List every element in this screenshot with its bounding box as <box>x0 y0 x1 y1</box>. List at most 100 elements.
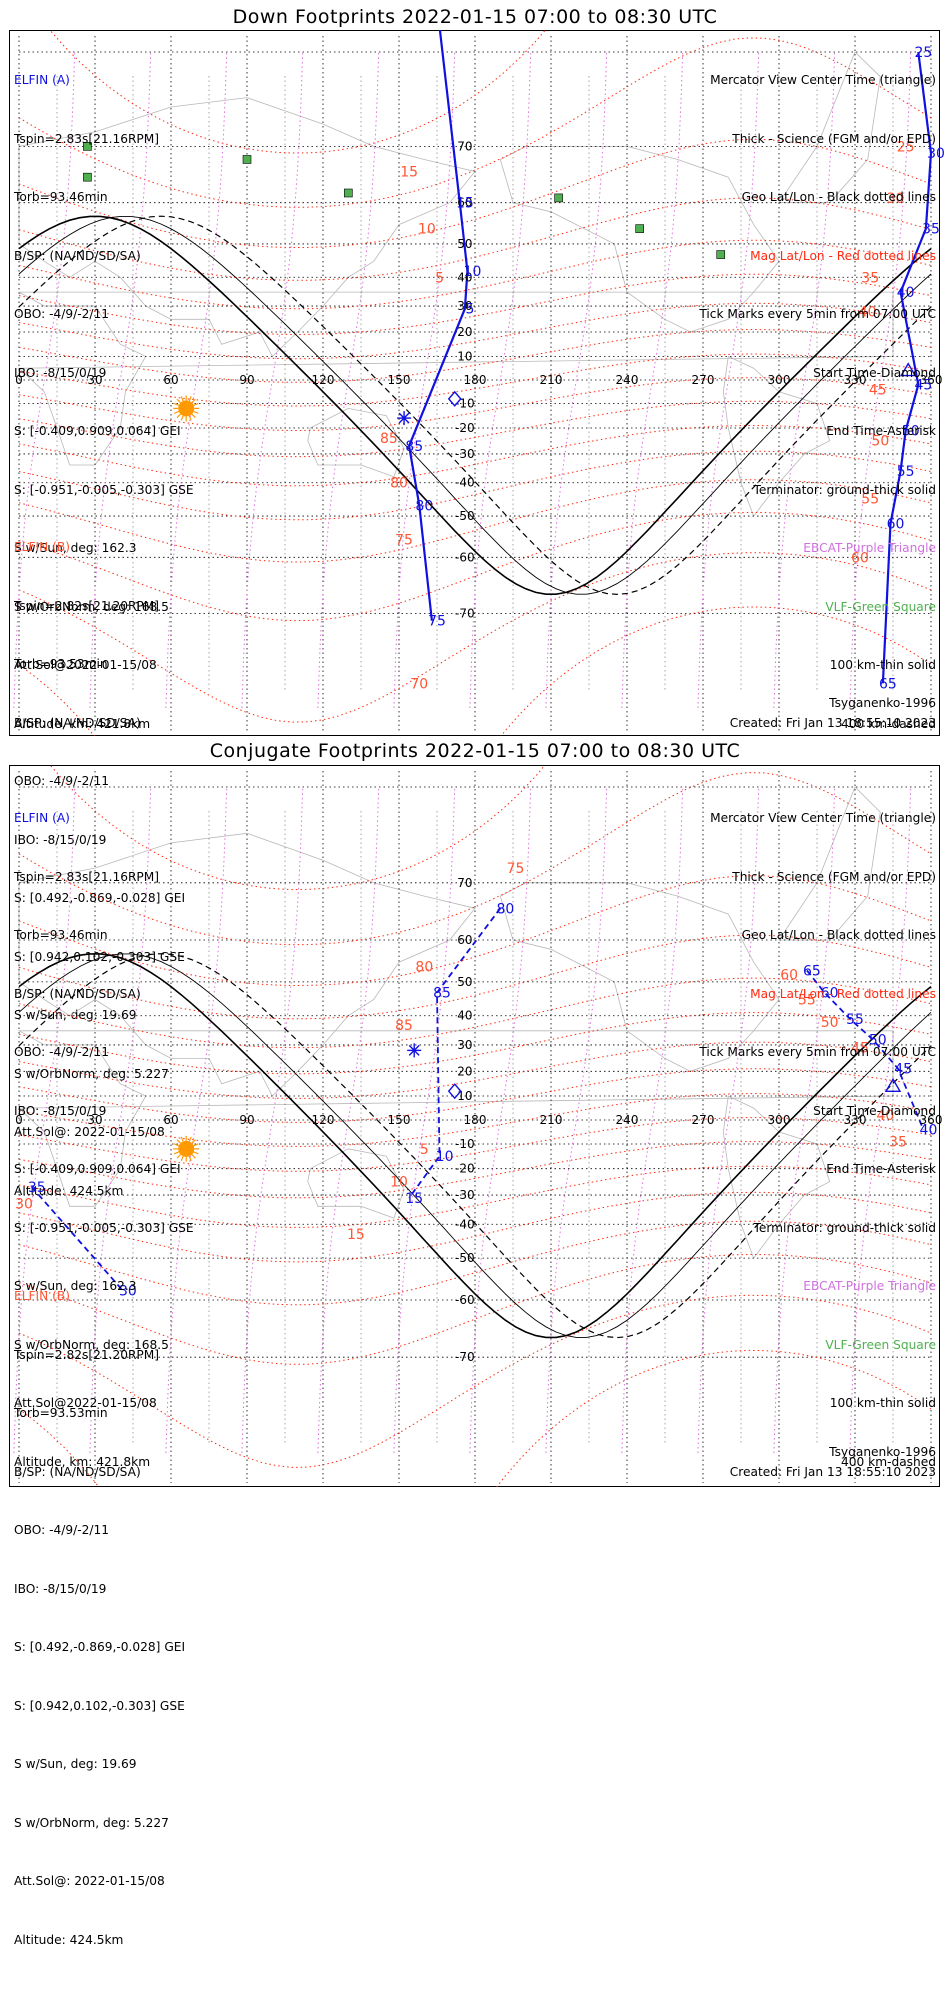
track-markers <box>407 1043 902 1100</box>
elfin-b-tick-label: 30 <box>15 1196 33 1212</box>
elfin-b-line: Altitude: 424.5km <box>14 1932 124 1947</box>
elfin-b-line: Torb=93.53min <box>14 1406 108 1420</box>
legend-item: 100 km-thin solid <box>829 1396 936 1410</box>
elfin-b-line: Torb=93.53min <box>14 657 108 671</box>
lon-tick-label: 360 <box>920 1113 943 1127</box>
elfin-b-tick-label: 25 <box>897 139 915 155</box>
lon-tick-label: 210 <box>540 373 563 387</box>
elfin-a-line: Torb=93.46min <box>14 190 108 204</box>
elfin-a-tick-label: 80 <box>496 901 514 917</box>
elfin-a-line: B/SP: (NA/ND/SD/SA) <box>14 248 141 263</box>
elfin-a-tick-label: 55 <box>897 464 915 480</box>
elfin-b-line: Tspin=2.82s[21.20RPM] <box>14 1347 160 1362</box>
legend-item: Terminator: ground-thick solid <box>753 482 936 497</box>
terminator-line <box>18 953 932 1339</box>
elfin-a-tick-label: 45 <box>894 1062 912 1078</box>
legend-item: Start Time-Diamond <box>813 1103 936 1118</box>
vlf-station-icon <box>554 193 563 203</box>
legend-item: Thick - Science (FGM and/or EPD) <box>732 869 936 884</box>
legend-item: 400 km-dashed <box>841 716 936 731</box>
lat-tick-label: -60 <box>455 1293 475 1307</box>
elfin-b-line: IBO: -8/15/0/19 <box>14 832 107 847</box>
lat-tick-label: -20 <box>455 421 475 435</box>
legend-item: Mag Lat/Lon - Red dotted lines <box>750 986 936 1001</box>
lon-tick-label: 240 <box>616 373 639 387</box>
lon-tick-label: 0 <box>15 1113 23 1127</box>
elfin-a-tick-label: 75 <box>428 614 446 630</box>
elfin-a-line: Att.Sol@2022-01-15/08 <box>14 658 157 672</box>
elfin-b-tick-label: 45 <box>851 1041 869 1057</box>
footprint-map: 0 30 60 90 120 150 180 210 240 270 300 330 360 70 60 50… <box>13 765 942 1487</box>
elfin-a-tick-label: 85 <box>433 986 451 1002</box>
lat-tick-label: 50 <box>457 237 472 251</box>
elfin-b-tick-label: 30 <box>887 191 905 207</box>
elfin-b-tick-label: 70 <box>410 676 428 692</box>
lon-tick-label: 240 <box>616 1113 639 1127</box>
legend-item: VLF-Green Square <box>825 599 936 614</box>
elfin-a-tick-label: 50 <box>869 1032 887 1048</box>
legend-item: Tick Marks every 5min from 07:00 UTC <box>699 307 936 321</box>
elfin-a-tick-label: 60 <box>887 517 905 533</box>
start-diamond-icon <box>447 390 462 407</box>
elfin-a-line: OBO: -4/9/-2/11 <box>14 1045 109 1059</box>
lat-tick-label: -50 <box>455 1251 475 1265</box>
legend-item: End Time-Asterisk <box>826 1162 936 1176</box>
sun-icon <box>173 395 200 422</box>
elfin-b-info: ELFIN (B) Tspin=2.82s[21.20RPM] Torb=93.… <box>14 499 185 1240</box>
sun-icon <box>173 1135 200 1162</box>
elfin-a-tick-label: 30 <box>927 146 945 162</box>
elfin-b-line: S: [0.492,-0.869,-0.028] GEI <box>14 1640 186 1654</box>
lat-tick-label: 10 <box>457 349 472 363</box>
legend-item: EBCAT-Purple Triangle <box>803 541 936 555</box>
model-name: Tsyganenko-1996 <box>829 1445 936 1459</box>
conjugate-footprints-panel: Conjugate Footprints 2022-01-15 07:00 to… <box>0 740 950 1947</box>
lat-tick-label: 60 <box>457 933 472 947</box>
elfin-a-tick-label: 10 <box>464 264 482 280</box>
panel-title: Down Footprints 2022-01-15 07:00 to 08:3… <box>232 6 718 28</box>
start-diamond-icon <box>447 1083 462 1100</box>
lat-tick-label: -50 <box>455 509 475 523</box>
footer-right: Tsyganenko-1996 Created: Fri Jan 13 18:5… <box>730 1443 936 1482</box>
end-asterisk-icon <box>397 411 412 426</box>
elfin-a-track <box>408 907 502 1199</box>
lat-tick-label: -30 <box>455 1188 475 1202</box>
model-name: Tsyganenko-1996 <box>829 696 936 710</box>
lat-tick-label: -20 <box>455 1162 475 1176</box>
elfin-b-tick-label: 10 <box>418 222 436 238</box>
elfin-a-line: S: [-0.951,-0.005,-0.303] GSE <box>14 1220 194 1235</box>
lon-tick-label: 300 <box>768 373 791 387</box>
lon-tick-label: 210 <box>540 1113 563 1127</box>
elfin-a-line: IBO: -8/15/0/19 <box>14 365 107 380</box>
vlf-station-icon <box>83 172 92 182</box>
axis-labels: 0 30 60 90 120 150 180 210 240 270 300 330 360 70 60 50… <box>15 139 942 620</box>
axis-labels: 0 30 60 90 120 150 180 210 240 270 300 330 360 70 60 50… <box>15 876 942 1364</box>
elfin-b-tick-label: 35 <box>861 270 879 286</box>
footprint-map: 0 30 60 90 120 150 180 210 240 270 300 330 360 70 60 50… <box>13 30 945 736</box>
created-timestamp: Created: Fri Jan 13 18:55:10 2023 <box>729 1464 936 1479</box>
elfin-a-line: S w/Sun, deg: 162.3 <box>14 1279 137 1293</box>
lon-tick-label: 300 <box>768 1113 791 1127</box>
elfin-a-tick-label: 10 <box>436 1149 454 1165</box>
lat-tick-label: -10 <box>455 397 475 411</box>
lat-tick-label: 50 <box>457 975 472 989</box>
elfin-a-tick-label: 40 <box>897 285 915 301</box>
elfin-b-tick-label: 5 <box>420 1142 429 1158</box>
lon-tick-label: 120 <box>312 373 335 387</box>
elfin-b-tick-label: 75 <box>395 533 413 549</box>
elfin-a-line: Tspin=2.83s[21.16RPM] <box>14 131 160 146</box>
elfin-a-line: Att.Sol@2022-01-15/08 <box>14 1396 157 1410</box>
elfin-a-tick-label: 85 <box>405 439 423 455</box>
elfin-a-info: ELFIN (A) Tspin=2.83s[21.16RPM] Torb=93.… <box>14 32 194 773</box>
elfin-a-tick-label: 35 <box>922 222 940 238</box>
elfin-b-tick-label: 50 <box>821 1015 839 1031</box>
lon-tick-label: 30 <box>87 373 102 387</box>
elfin-b-tick-label: 85 <box>380 431 398 447</box>
lat-tick-label: 70 <box>457 876 472 890</box>
elfin-a-line: OBO: -4/9/-2/11 <box>14 307 109 321</box>
lat-tick-label: 40 <box>457 270 472 284</box>
lon-tick-label: 30 <box>87 1113 102 1127</box>
elfin-b-line: S w/OrbNorm, deg: 5.227 <box>14 1066 169 1081</box>
terminator-line <box>18 215 932 595</box>
lat-tick-label: 30 <box>457 1038 472 1052</box>
elfin-a-tick-label: 60 <box>821 986 839 1002</box>
